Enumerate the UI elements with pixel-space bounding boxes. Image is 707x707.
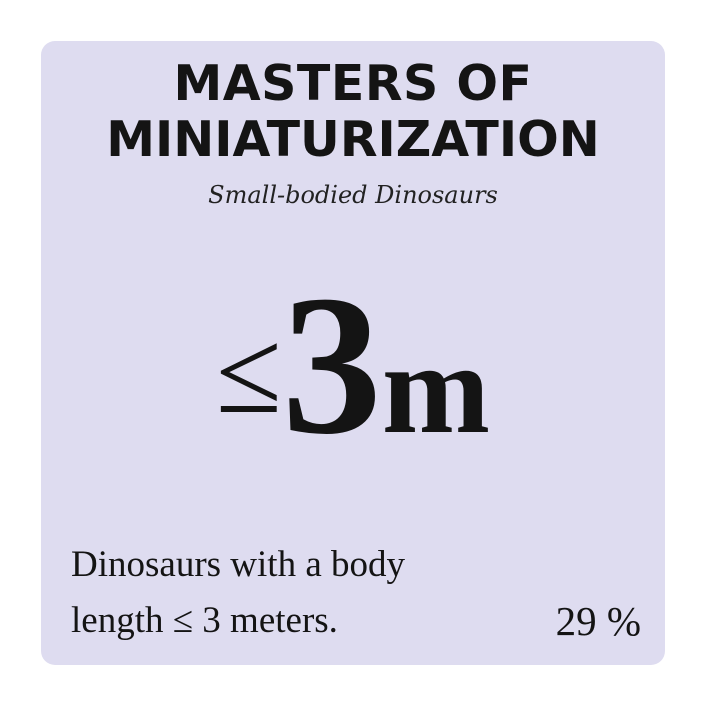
value-number: 3 <box>281 255 382 476</box>
big-value: ≤3m <box>41 266 665 466</box>
less-equal-symbol: ≤ <box>215 305 282 438</box>
value-unit: m <box>381 317 491 461</box>
stat-card: MASTERS OF MINIATURIZATION Small-bodied … <box>41 41 665 665</box>
description-line-2: length ≤ 3 meters. <box>71 600 338 641</box>
description-line-1: Dinosaurs with a body <box>71 544 405 585</box>
card-title-line-2: MINIATURIZATION <box>106 111 600 168</box>
card-subtitle: Small-bodied Dinosaurs <box>208 181 498 209</box>
card-title-line-1: MASTERS OF <box>173 55 533 112</box>
description: Dinosaurs with a body length ≤ 3 meters. <box>71 537 501 649</box>
percentage-value: 29 % <box>555 598 641 644</box>
